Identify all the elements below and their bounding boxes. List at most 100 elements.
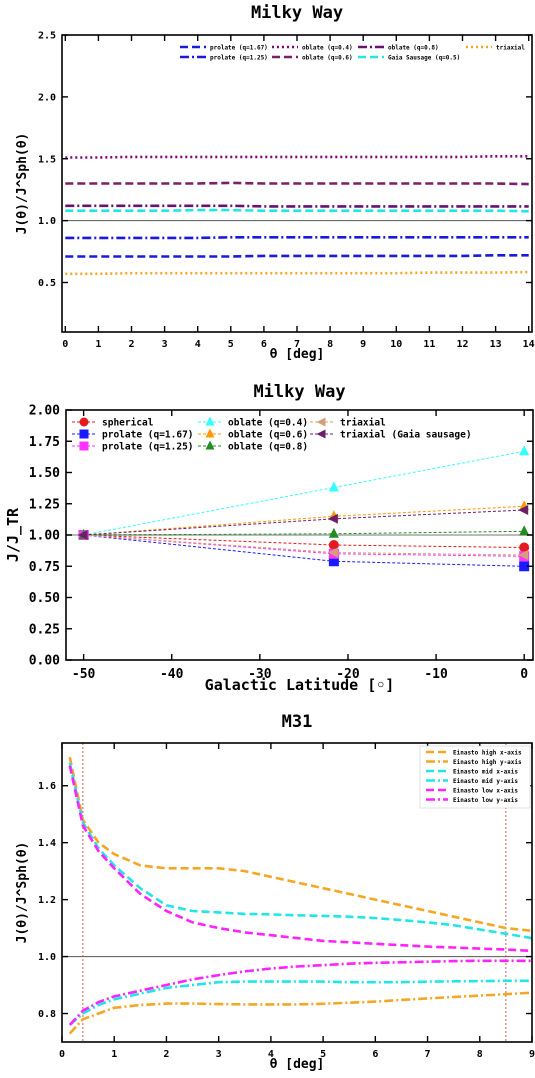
y-tick-label: 2.00 [29,404,60,419]
x-tick-label: 7 [425,1049,431,1060]
x-tick-label: 10 [390,339,402,350]
y-tick-label: 1.0 [38,952,56,963]
x-tick-label: 11 [423,339,435,350]
data-point [519,525,530,536]
y-tick-label: 1.50 [29,466,60,481]
data-point [518,550,529,560]
x-tick-label: 6 [372,1049,378,1060]
y-tick-label: 1.25 [29,497,60,512]
y-tick-label: 2.5 [38,31,56,42]
y-tick-label: 1.0 [38,216,56,227]
y-tick-label: 0.25 [29,622,60,637]
y-tick-label: 0.8 [38,1009,56,1020]
data-point [519,561,530,572]
plot-frame [61,742,533,1043]
x-tick-label: 8 [477,1049,483,1060]
chart-panel-2: Milky Way -50 -40 -30 -20 -10 0 0.00 0.25 0.50 0.7… [4,382,534,694]
legend-label: oblate (q=0.8) [228,442,308,453]
x-tick-label: 4 [268,1049,274,1060]
x-tick-label: 13 [490,339,502,350]
x-tick-label: 9 [360,339,366,350]
legend-label: Einasto mid x-axis [453,769,518,776]
x-axis-label: θ [deg] [270,1057,325,1072]
legend-label: oblate (q=0.8) [388,45,439,52]
legend-label: oblate (q=0.6) [302,55,353,62]
data-point [327,547,338,558]
series-line-4 [68,979,532,1026]
x-tick-label: 4 [195,339,201,350]
legend-label: triaxial [496,45,525,52]
x-tick-label: 1 [111,1049,117,1060]
data-point [518,505,529,515]
series-line-1 [65,254,529,258]
y-axis-label: J/J_TR [4,507,22,562]
x-tick-label: -50 [72,667,96,682]
y-tick-label: 1.00 [29,529,60,544]
legend-label: oblate (q=0.4) [302,45,353,52]
x-tick-label: 8 [327,339,333,350]
x-tick-label: 2 [163,1049,169,1060]
y-tick-label: 0.50 [29,591,60,606]
series-line-6 [65,208,529,213]
data-point [328,527,339,538]
x-tick-label: 0 [59,1049,65,1060]
x-tick-label: 1 [95,339,101,350]
y-tick-label: 0.5 [38,278,56,289]
series-line-5 [65,204,529,208]
x-tick-label: -30 [248,667,272,682]
series-line-7 [65,270,529,276]
legend-label: oblate (q=0.4) [228,418,308,429]
x-tick-label: 0 [520,667,528,682]
series-line-4 [83,450,525,536]
series-line-3 [83,534,525,557]
y-axis-label: J(θ)/J^Sph(θ) [15,842,30,944]
x-tick-label: 2 [128,339,134,350]
legend-marker [79,441,89,451]
y-tick-label: 1.75 [29,435,60,450]
legend-marker [316,417,326,427]
legend-label: Einasto high x-axis [453,750,522,757]
legend-marker [79,429,89,439]
legend-label: Gaia Sausage (q=0.5) [388,55,460,62]
x-axis-label: θ [deg] [270,347,325,362]
x-tick-label: -40 [160,667,184,682]
series-line-3 [65,155,529,159]
chart-title: M31 [282,712,313,732]
series-line-3 [68,762,533,940]
legend-label: Einasto high y-axis [453,759,522,766]
legend-marker [316,429,326,439]
legend-label: triaxial (Gaia sausage) [340,430,472,441]
x-tick-label: 6 [261,339,267,350]
legend-box [419,745,531,809]
legend-label: spherical [102,418,154,429]
data-point [519,542,530,553]
x-tick-label: 5 [228,339,234,350]
y-tick-label: 1.2 [38,895,56,906]
legend-label: Einasto low y-axis [453,797,518,804]
x-tick-label: 14 [523,339,535,350]
legend-label: prolate (q=1.25) [210,55,268,62]
y-tick-label: 1.5 [38,154,56,165]
series-line-6 [68,959,532,1026]
legend-label: prolate (q=1.67) [102,430,194,441]
legend-label: prolate (q=1.25) [102,442,194,453]
y-tick-label: 0.75 [29,560,60,575]
legend-label: Einasto mid y-axis [453,778,518,785]
legend-marker [79,417,89,427]
y-tick-label: 1.4 [38,838,56,849]
y-tick-label: 1.6 [38,781,56,792]
data-point [328,481,339,492]
data-point [328,556,339,567]
chart-title: Milky Way [253,382,345,402]
y-axis-label: J(θ)/J^Sph(θ) [15,133,30,235]
series-line-5 [68,765,533,953]
data-point [328,540,339,550]
legend-label: Einasto low x-axis [453,788,518,795]
legend-marker [205,428,215,438]
x-tick-label: 0 [62,339,68,350]
data-point [77,530,88,540]
chart-title: Milky Way [251,3,343,23]
data-point [519,445,530,456]
